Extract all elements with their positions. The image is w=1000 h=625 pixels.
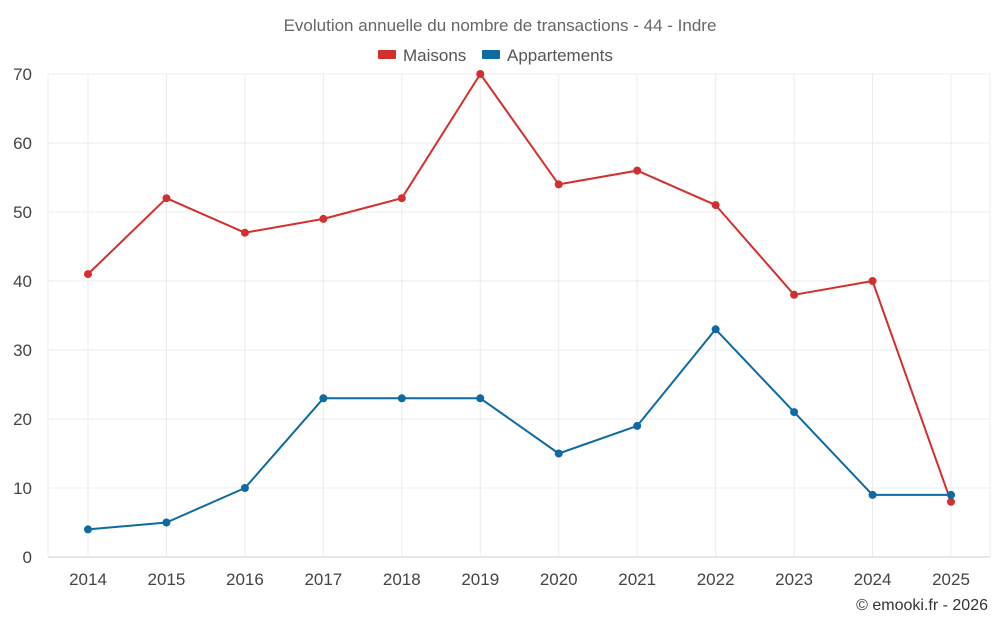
data-point-appartements[interactable] [84,525,92,534]
y-tick-label: 30 [13,341,32,360]
legend[interactable]: Maisons Appartements [378,46,613,65]
x-tick-label: 2015 [148,570,186,589]
legend-item-maisons[interactable]: Maisons [378,46,466,65]
legend-swatch-appartements [482,50,500,59]
data-point-maisons[interactable] [319,214,328,223]
data-point-appartements[interactable] [162,518,171,527]
series-maisons [84,70,955,506]
data-point-maisons[interactable] [790,290,799,299]
legend-label-maisons: Maisons [403,46,466,65]
grid [47,73,991,558]
y-tick-label: 60 [13,134,32,153]
data-point-appartements[interactable] [868,490,877,499]
x-tick-label: 2017 [304,570,342,589]
x-tick-label: 2021 [618,570,656,589]
x-tick-label: 2024 [854,570,892,589]
legend-swatch-maisons [378,50,396,59]
credit-text: © emooki.fr - 2026 [856,597,988,614]
data-point-appartements[interactable] [240,484,249,492]
data-point-maisons[interactable] [711,201,720,210]
x-tick-label: 2018 [383,570,421,589]
legend-item-appartements[interactable]: Appartements [482,46,613,65]
x-tick-label: 2025 [932,570,970,589]
data-point-appartements[interactable] [711,325,720,334]
data-point-appartements[interactable] [476,394,485,403]
y-tick-label: 70 [13,65,32,84]
x-tick-label: 2020 [540,570,578,589]
x-tick-label: 2019 [461,570,499,589]
data-point-maisons[interactable] [476,70,485,78]
data-point-maisons[interactable] [84,270,92,279]
x-axis: 2014 2015 2016 2017 2018 2019 2020 2021 2022 2023… [69,570,970,589]
y-axis: 0 10 20 30 40 50 60 70 [13,65,32,567]
data-point-appartements[interactable] [947,490,955,499]
y-tick-label: 0 [23,548,32,567]
data-point-appartements[interactable] [633,421,642,430]
data-point-appartements[interactable] [319,394,328,403]
y-tick-label: 20 [13,410,32,429]
data-point-maisons[interactable] [397,194,406,203]
data-point-maisons[interactable] [240,228,249,237]
data-point-appartements[interactable] [790,408,799,417]
data-point-maisons[interactable] [947,497,955,506]
data-point-appartements[interactable] [397,394,406,403]
data-point-maisons[interactable] [162,194,171,203]
y-tick-label: 10 [13,479,32,498]
data-point-maisons[interactable] [868,277,877,285]
series [84,70,955,534]
x-tick-label: 2022 [697,570,735,589]
data-point-maisons[interactable] [633,166,642,175]
y-tick-label: 40 [13,272,32,291]
x-tick-label: 2023 [775,570,813,589]
legend-label-appartements: Appartements [507,46,613,65]
series-line-appartements [87,328,951,531]
x-tick-label: 2016 [226,570,264,589]
series-line-maisons [87,73,952,503]
data-point-appartements[interactable] [554,449,563,458]
series-appartements [84,325,955,534]
y-tick-label: 50 [13,203,32,222]
chart-title: Evolution annuelle du nombre de transact… [284,16,717,35]
data-point-maisons[interactable] [554,180,563,189]
x-tick-label: 2014 [69,570,107,589]
